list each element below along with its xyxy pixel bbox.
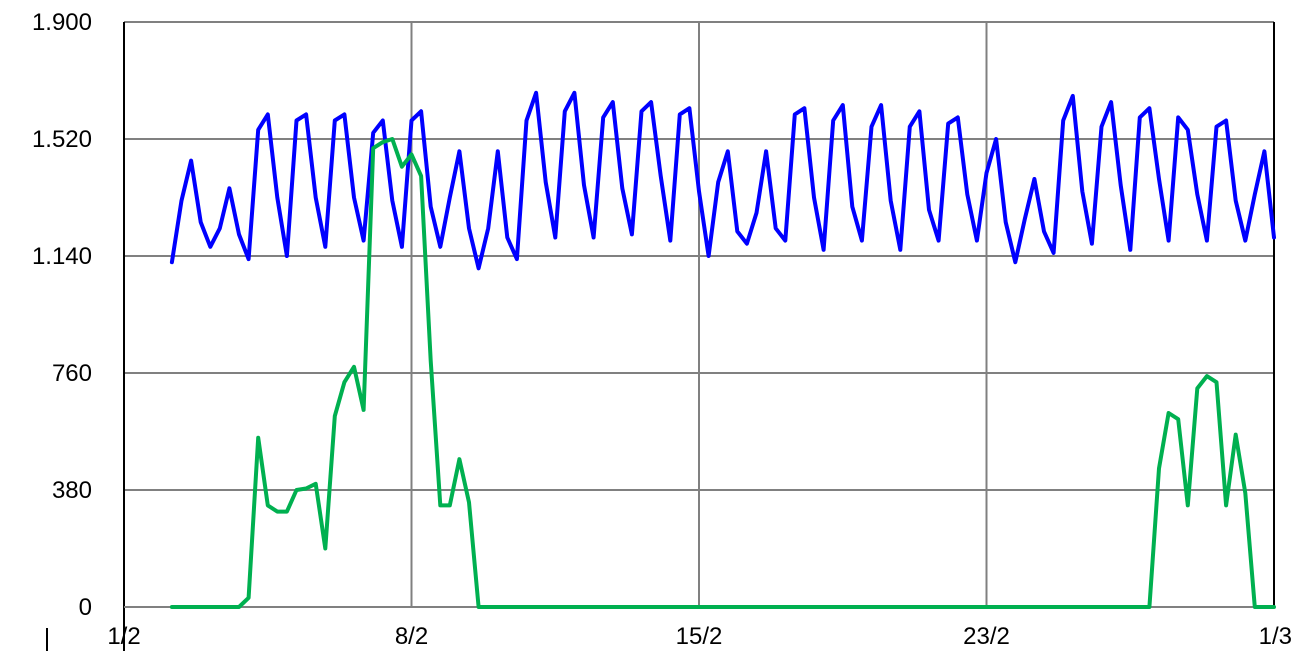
y-tick-label: 0 [79,594,92,621]
y-tick-label: 1.900 [32,9,92,36]
y-tick-label: 1.140 [32,243,92,270]
x-tick-label: 1/3 [1259,623,1292,650]
axes [46,22,1275,651]
y-tick-label: 380 [52,477,92,504]
x-tick-label: 15/2 [676,623,723,650]
y-tick-label: 760 [52,360,92,387]
gridlines [124,21,1275,607]
series-line-0 [169,90,1276,271]
series-line-1 [169,137,1276,609]
series-lines [169,90,1276,609]
x-tick-label: 8/2 [395,623,428,650]
x-tick-label: 1/2 [107,623,140,650]
x-tick-label: 23/2 [963,623,1010,650]
y-tick-label: 1.520 [32,126,92,153]
tick-labels: 0 380 760 1.140 1.520 1.900 1/2 8/2 15/2 23/2 1/3 [32,9,1292,650]
